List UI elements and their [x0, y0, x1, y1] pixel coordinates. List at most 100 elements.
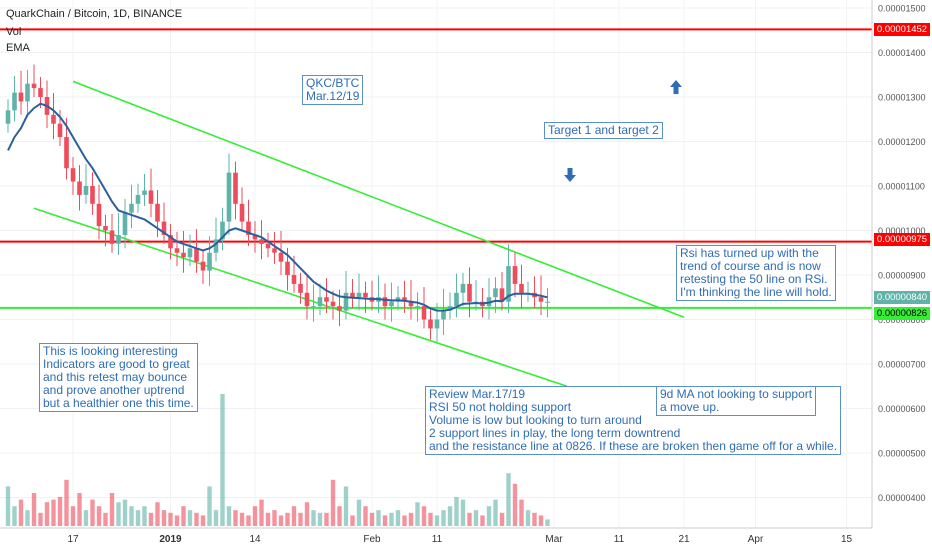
- candle-body: [213, 239, 219, 253]
- note-rsi[interactable]: Rsi has turned up with the trend of cour…: [676, 245, 836, 301]
- price-tag-last: 0.00000840: [874, 291, 930, 304]
- volume-bar: [291, 506, 297, 526]
- volume-bar: [207, 486, 212, 526]
- volume-bar: [142, 506, 147, 526]
- x-tick-label: 11: [432, 534, 443, 545]
- chart-title: QuarkChain / Bitcoin, 1D, BINANCE: [6, 8, 183, 20]
- candle-body: [343, 292, 349, 311]
- volume-bar: [317, 512, 323, 526]
- volume-bar: [506, 473, 511, 526]
- candle-body: [142, 190, 147, 195]
- volume-bar: [135, 510, 141, 526]
- candle-body: [226, 172, 232, 222]
- volume-bar: [200, 515, 206, 526]
- candle-body: [129, 203, 134, 213]
- volume-bar: [259, 499, 264, 526]
- y-tick-label: 0.00000600: [878, 404, 926, 414]
- candle-body: [70, 168, 76, 182]
- candle-body: [408, 301, 414, 307]
- arrow-down-icon: [564, 168, 576, 182]
- volume-bar: [532, 512, 537, 526]
- indicator-ema-label[interactable]: EMA: [6, 42, 30, 54]
- candle-body: [77, 181, 82, 195]
- volume-bar: [395, 510, 401, 526]
- indicator-vol-label[interactable]: Vol: [6, 26, 22, 38]
- horizontal-levels: [0, 28, 872, 309]
- candle-body: [265, 243, 271, 249]
- volume-bar: [31, 493, 37, 526]
- volume-bar: [44, 502, 50, 526]
- note-interesting[interactable]: This is looking interesting Indicators a…: [39, 343, 198, 412]
- candle-body: [330, 301, 336, 307]
- note-review[interactable]: Review Mar.17/19 RSI 50 not holding supp…: [425, 386, 842, 455]
- x-tick-label: 2019: [159, 534, 182, 545]
- volume-bar: [460, 499, 466, 526]
- volume-bar: [311, 510, 316, 526]
- volume-bar: [155, 502, 160, 526]
- note-targets[interactable]: Target 1 and target 2: [544, 122, 663, 139]
- volume-bar: [493, 499, 498, 526]
- candle-body: [51, 114, 56, 124]
- y-tick-label: 0.00001300: [878, 93, 926, 103]
- candle-body: [259, 239, 264, 244]
- candle-body: [499, 288, 505, 302]
- volume-bar: [447, 506, 453, 526]
- candle-body: [25, 83, 30, 102]
- volume-bar: [454, 496, 459, 526]
- candle-body: [83, 186, 89, 195]
- candles: [5, 64, 550, 342]
- volume-bar: [18, 499, 24, 526]
- note-pair-date[interactable]: QKC/BTC Mar.12/19: [302, 75, 364, 105]
- volume-bar: [382, 515, 388, 526]
- volume-bar: [122, 499, 128, 526]
- candle-body: [356, 292, 362, 298]
- candle-body: [538, 297, 544, 302]
- volume-bar: [441, 510, 446, 526]
- volume-bars: [5, 394, 550, 526]
- candle-body: [454, 292, 459, 307]
- volume-bar: [252, 506, 258, 526]
- time-axis[interactable]: 17 2019 14 Feb 11 Mar 11 21 Apr 15: [67, 534, 852, 545]
- candle-body: [161, 221, 167, 235]
- volume-bar: [343, 486, 349, 526]
- volume-bar: [350, 515, 355, 526]
- volume-bar: [226, 506, 232, 526]
- volume-bar: [434, 515, 440, 526]
- volume-bar: [499, 512, 505, 526]
- price-axis[interactable]: 0.00001500 0.00001400 0.00001300 0.00001200…: [878, 4, 926, 504]
- candle-body: [415, 306, 420, 308]
- y-tick-label: 0.00001000: [878, 226, 926, 236]
- candle-body: [291, 275, 297, 284]
- candle-body: [317, 297, 323, 307]
- volume-bar: [96, 506, 102, 526]
- volume-bar: [220, 394, 225, 526]
- y-tick-label: 0.00000700: [878, 360, 926, 370]
- volume-bar: [5, 486, 11, 526]
- volume-bar: [356, 499, 362, 526]
- candle-body: [200, 261, 206, 271]
- candle-body: [467, 283, 472, 302]
- candle-body: [441, 310, 446, 320]
- y-tick-label: 0.00001500: [878, 4, 926, 14]
- x-tick-label: Apr: [748, 534, 764, 545]
- candle-body: [90, 186, 95, 204]
- candle-body: [207, 252, 212, 271]
- x-tick-label: 15: [841, 534, 853, 545]
- volume-bar: [272, 510, 277, 526]
- volume-bar: [12, 506, 17, 526]
- candle-body: [96, 203, 102, 227]
- candle-body: [174, 248, 180, 253]
- candle-body: [512, 266, 518, 284]
- candle-body: [519, 283, 524, 293]
- candle-body: [38, 88, 43, 97]
- candle-body: [220, 221, 225, 240]
- trendline: [72, 80, 685, 319]
- volume-bar: [161, 510, 167, 526]
- candle-body: [233, 172, 238, 204]
- note-9d-ma[interactable]: 9d MA not looking to support a move up.: [656, 386, 817, 416]
- candle-body: [350, 292, 355, 298]
- candle-body: [421, 306, 427, 320]
- candle-body: [122, 212, 128, 235]
- volume-bar: [168, 512, 173, 526]
